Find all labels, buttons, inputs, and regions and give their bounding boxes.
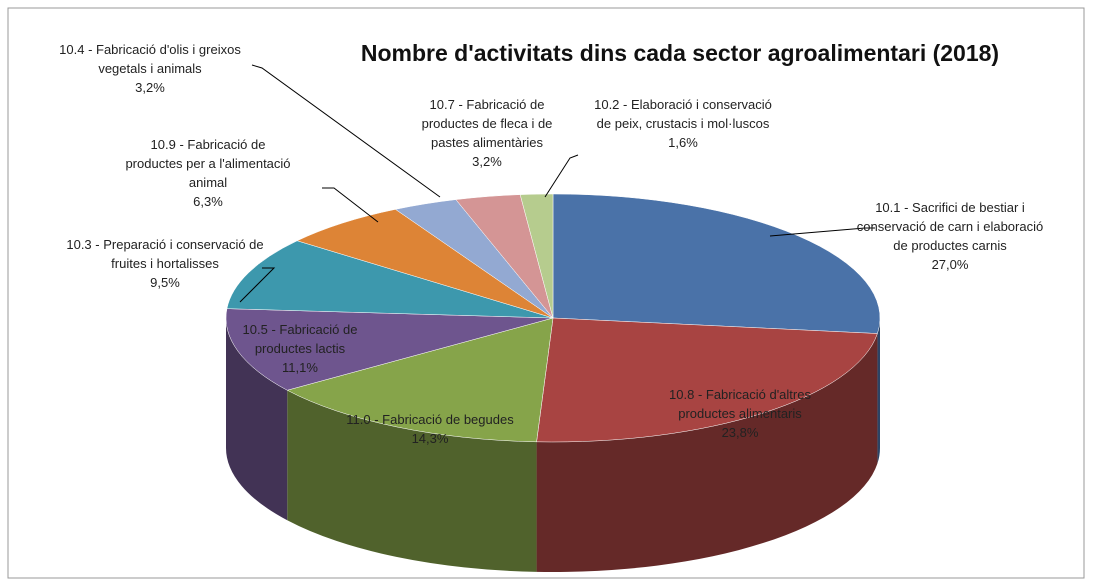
label-value: 23,8% [721, 425, 759, 440]
label-value: 3,2% [472, 154, 502, 169]
data-label: 10.3 - Preparació i conservació de fruit… [55, 235, 275, 292]
label-value: 9,5% [150, 275, 180, 290]
frame [7, 7, 1085, 579]
data-label: 10.2 - Elaboració i conservació de peix,… [588, 95, 778, 152]
label-value: 1,6% [668, 135, 698, 150]
data-label: 10.1 - Sacrifici de bestiar i conservaci… [850, 198, 1050, 274]
leader-line [239, 267, 276, 303]
slice [286, 317, 554, 443]
data-label: 10.9 - Fabricació de productes per a l'a… [123, 135, 293, 211]
leader-line [322, 187, 379, 223]
data-label: 10.4 - Fabricació d'olis i greixos veget… [35, 40, 265, 97]
slice [296, 209, 554, 319]
data-label: 10.8 - Fabricació d'altres productes ali… [640, 385, 840, 442]
label-value: 11,1% [282, 360, 318, 375]
slice [226, 240, 554, 319]
label-value: 14,3% [411, 431, 449, 446]
label-name: 10.1 - Sacrifici de bestiar i conservaci… [856, 200, 1044, 253]
slice-side [226, 318, 288, 521]
slice [536, 317, 878, 443]
label-value: 6,3% [193, 194, 223, 209]
label-name: 11.0 - Fabricació de begudes [346, 412, 514, 427]
label-name: 10.4 - Fabricació d'olis i greixos veget… [59, 42, 241, 76]
label-name: 10.8 - Fabricació d'altres productes ali… [669, 387, 811, 421]
label-name: 10.5 - Fabricació de productes lactis [242, 322, 358, 356]
label-name: 10.2 - Elaboració i conservació de peix,… [594, 97, 772, 131]
leader-line [769, 227, 875, 237]
leader-line [544, 154, 579, 198]
label-value: 27,0% [931, 257, 969, 272]
data-label: 10.5 - Fabricació de productes lactis 11,… [215, 320, 385, 377]
slice [225, 308, 554, 391]
chart-title: Nombre d'activitats dins cada sector agr… [360, 40, 1000, 66]
label-name: 10.3 - Preparació i conservació de fruit… [66, 237, 264, 271]
slice-side [536, 333, 878, 573]
label-name: 10.9 - Fabricació de productes per a l'a… [125, 137, 291, 190]
label-value: 3,2% [135, 80, 165, 95]
slice-side [287, 390, 537, 572]
slice-side [877, 318, 880, 464]
data-label: 11.0 - Fabricació de begudes 14,3% [345, 410, 515, 448]
slice [552, 193, 881, 334]
data-label: 10.7 - Fabricació de productes de fleca … [402, 95, 572, 171]
slice [519, 193, 554, 319]
leader-line [251, 64, 441, 198]
label-name: 10.7 - Fabricació de productes de fleca … [421, 97, 553, 150]
